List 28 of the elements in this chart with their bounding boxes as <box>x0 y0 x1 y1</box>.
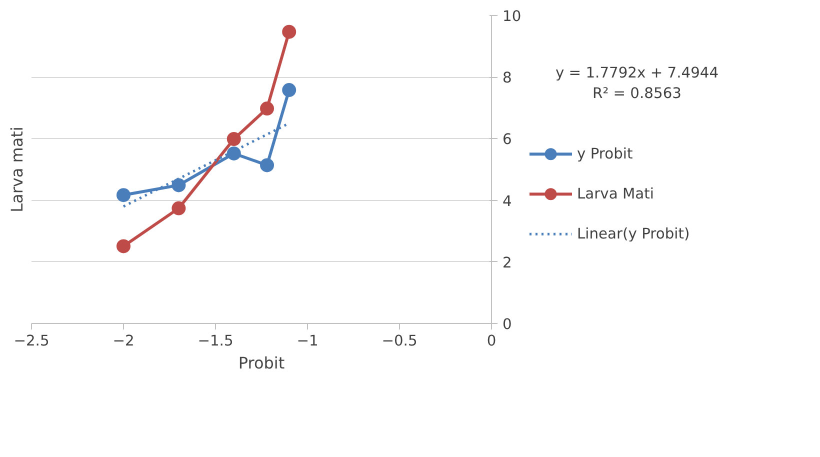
x-tick-label: −2.5 <box>14 332 50 350</box>
y-tick-label: 10 <box>502 8 522 25</box>
x-tick-label: 0 <box>486 332 496 350</box>
x-tick-label: −1.5 <box>198 332 234 350</box>
point <box>172 201 186 216</box>
text: y = 1.7792x + 7.4944 R² = 0.8563 <box>555 64 719 102</box>
y-tick-label: 0 <box>502 316 512 333</box>
point <box>282 83 296 98</box>
point <box>226 132 241 146</box>
legend-label: y Probit <box>577 146 633 163</box>
y-axis-title: Larva mati <box>8 126 26 212</box>
y-tick-label: 4 <box>502 192 512 210</box>
point <box>260 102 274 116</box>
legend-label: Linear(y Probit) <box>577 226 690 243</box>
legend-label: Larva Mati <box>577 186 654 203</box>
point <box>282 24 296 39</box>
point <box>260 158 274 172</box>
point <box>226 146 241 160</box>
x-tick-label: −1 <box>296 332 318 350</box>
y-tick-label: 8 <box>502 70 512 87</box>
x-axis-title: Probit <box>238 354 285 372</box>
point <box>172 178 186 192</box>
point <box>116 239 130 254</box>
x-tick-label: −0.5 <box>382 332 418 350</box>
point <box>116 188 130 202</box>
y-tick-label: 2 <box>502 254 512 272</box>
y-tick-label: 6 <box>502 131 512 148</box>
x-tick-label: −2 <box>112 332 134 350</box>
